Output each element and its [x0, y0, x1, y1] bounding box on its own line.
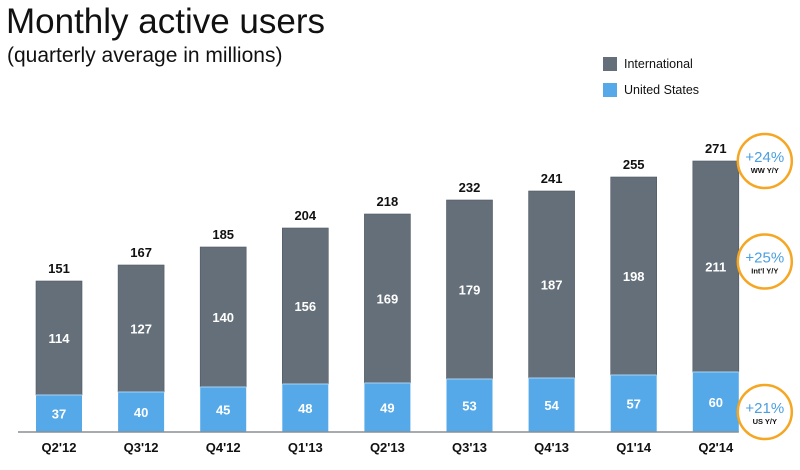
legend-item-international: International — [603, 52, 699, 76]
total-label: 204 — [294, 208, 316, 223]
data-label-international: 156 — [294, 299, 316, 314]
bar-segment-international — [199, 246, 247, 388]
x-tick-label: Q1'13 — [288, 440, 323, 455]
growth-badge-int-l-y-y — [736, 233, 794, 290]
bar-segment-international — [281, 227, 329, 385]
bar-segment-united-states — [200, 387, 247, 432]
bar-segment-international — [692, 160, 740, 373]
data-label-united-states: 60 — [709, 395, 723, 410]
growth-badge-value: +25% — [745, 250, 784, 267]
x-tick-label: Q4'12 — [206, 440, 241, 455]
x-tick-label: Q2'14 — [698, 440, 734, 455]
bar-segment-international — [35, 280, 83, 396]
data-label-united-states: 54 — [544, 398, 559, 413]
data-label-international: 198 — [623, 269, 645, 284]
legend-label-united-states: United States — [624, 83, 700, 97]
data-label-international: 114 — [49, 331, 71, 346]
total-label: 241 — [541, 171, 563, 186]
bar-segment-international — [364, 213, 411, 384]
bar-segment-united-states — [36, 395, 82, 432]
x-tick-label: Q3'13 — [452, 440, 487, 455]
growth-badge-label: WW Y/Y — [751, 166, 779, 175]
bar-segment-international — [117, 264, 165, 393]
data-label-international: 211 — [705, 260, 726, 275]
data-label-international: 127 — [130, 322, 152, 337]
legend: International United States — [603, 52, 699, 104]
bar-segment-united-states — [364, 383, 411, 432]
total-label: 185 — [212, 227, 234, 242]
data-label-united-states: 53 — [462, 399, 476, 414]
growth-badge-value: +24% — [745, 149, 784, 166]
legend-swatch-international — [603, 57, 617, 71]
growth-badge-ww-y-y — [736, 132, 794, 190]
total-label: 232 — [459, 180, 481, 195]
bar-segment-united-states — [528, 378, 575, 432]
total-label: 255 — [623, 157, 645, 172]
data-label-international: 179 — [459, 283, 481, 298]
bar-segment-international — [446, 199, 493, 380]
chart-title: Monthly active users — [6, 2, 326, 41]
legend-item-united-states: United States — [603, 78, 699, 102]
x-tick-label: Q4'13 — [534, 440, 569, 455]
data-label-united-states: 49 — [380, 401, 394, 416]
growth-badge-us-y-y — [736, 383, 794, 441]
chart-subtitle: (quarterly average in millions) — [7, 44, 283, 67]
bar-segment-international — [528, 190, 575, 379]
total-label: 271 — [705, 141, 727, 156]
data-label-united-states: 37 — [52, 407, 66, 422]
bar-segment-united-states — [118, 392, 165, 432]
growth-badge-label: US Y/Y — [753, 417, 777, 426]
data-label-international: 187 — [541, 278, 563, 293]
total-label: 151 — [48, 261, 70, 276]
data-label-united-states: 45 — [216, 403, 230, 418]
data-label-united-states: 40 — [134, 405, 148, 420]
data-label-united-states: 48 — [298, 401, 312, 416]
data-label-united-states: 57 — [626, 397, 640, 412]
bar-segment-international — [610, 176, 658, 376]
x-tick-label: Q1'14 — [616, 440, 652, 455]
x-tick-label: Q3'12 — [124, 440, 159, 455]
data-label-international: 140 — [212, 310, 234, 325]
legend-swatch-united-states — [603, 83, 617, 97]
bar-segment-united-states — [282, 384, 329, 432]
x-tick-label: Q2'12 — [42, 440, 77, 455]
bar-segment-united-states — [692, 372, 739, 432]
bar-segment-united-states — [610, 375, 657, 432]
legend-label-international: International — [624, 57, 693, 71]
total-label: 218 — [377, 194, 399, 209]
growth-badge-value: +21% — [745, 400, 784, 417]
data-label-international: 169 — [377, 292, 399, 307]
growth-badge-label: Int'l Y/Y — [751, 267, 778, 276]
bar-segment-united-states — [446, 379, 493, 432]
total-label: 167 — [130, 245, 152, 260]
x-tick-label: Q2'13 — [370, 440, 405, 455]
